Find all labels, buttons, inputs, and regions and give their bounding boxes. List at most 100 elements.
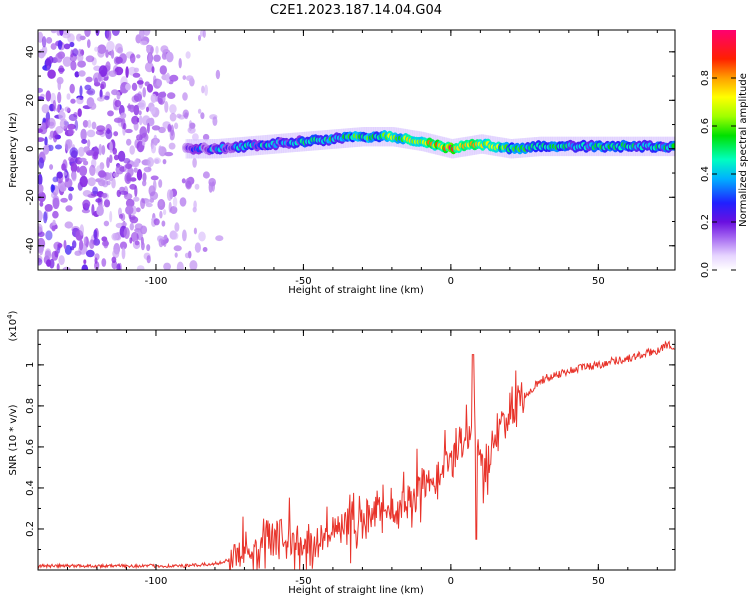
heatmap-cell: [145, 202, 153, 208]
x-tick-label: 50: [592, 576, 605, 587]
heatmap-cell: [85, 76, 93, 83]
heatmap-cell: [52, 197, 60, 209]
heatmap-cell: [56, 76, 64, 85]
snr-series-line: [38, 340, 675, 570]
heatmap-cell: [135, 158, 140, 166]
heatmap-cell: [193, 227, 197, 235]
heatmap-cell: [161, 220, 166, 227]
heatmap-cell: [156, 79, 163, 87]
heatmap-cell: [41, 104, 50, 114]
heatmap-cell: [104, 95, 110, 101]
heatmap-cell: [38, 173, 43, 186]
heatmap-cell: [58, 111, 66, 121]
heatmap-cell: [201, 85, 205, 94]
heatmap-cell: [81, 208, 90, 214]
heatmap-cell: [52, 176, 59, 183]
heatmap-cell: [87, 88, 96, 96]
heatmap-cell: [161, 52, 168, 60]
x-tick-label: -50: [295, 276, 311, 287]
heatmap-cell: [74, 119, 79, 131]
heatmap-cell: [77, 53, 84, 62]
heatmap-cell: [198, 231, 206, 242]
heatmap-cell: [158, 179, 163, 188]
heatmap-cell: [95, 30, 100, 37]
heatmap-cell: [136, 265, 145, 270]
heatmap-cell: [58, 65, 64, 74]
heatmap-cell: [52, 100, 57, 112]
snr-panel: -100 -50 0 50 0.2 0.4 0.6 0.8 1 Height of straig…: [6, 310, 676, 596]
heatmap-cell: [89, 239, 95, 250]
heatmap-cell: [95, 198, 102, 203]
colorbar-axes: 0.0 0.2 0.4 0.6 0.8: [700, 70, 736, 278]
heatmap-cell: [169, 135, 175, 141]
heatmap-cell: [101, 193, 108, 198]
heatmap-cell: [56, 171, 63, 179]
heatmap-cell: [125, 198, 135, 208]
heatmap-cell: [178, 58, 182, 69]
heatmap-cell: [158, 200, 163, 207]
heatmap-cell: [134, 240, 140, 246]
heatmap-cell: [671, 143, 675, 149]
heatmap-cell: [99, 89, 103, 99]
heatmap-cell: [176, 261, 184, 270]
heatmap-cell: [152, 179, 157, 192]
spectrogram-ylabel: Frequency (Hz): [8, 112, 19, 188]
heatmap-cell: [168, 142, 176, 150]
heatmap-cell: [81, 139, 88, 144]
heatmap-cell: [149, 197, 155, 203]
heatmap-cell: [38, 184, 44, 194]
heatmap-cell: [54, 250, 59, 258]
heatmap-cell: [143, 30, 151, 36]
heatmap-cell: [67, 33, 75, 43]
x-tick-label: 0: [448, 276, 454, 287]
heatmap-cell: [59, 30, 64, 36]
heatmap-cell: [136, 54, 141, 59]
heatmap-cell: [125, 66, 129, 78]
x-tick-label: 50: [592, 276, 605, 287]
heatmap-cell: [86, 97, 95, 108]
heatmap-cell: [93, 229, 98, 240]
heatmap-cell: [87, 139, 91, 148]
heatmap-cell: [38, 87, 43, 93]
heatmap-cell: [70, 98, 76, 104]
heatmap-cell: [103, 199, 111, 208]
heatmap-cell: [119, 190, 129, 195]
heatmap-cell: [113, 117, 123, 123]
y-tick-label: 0: [25, 146, 36, 152]
heatmap-cell: [109, 210, 113, 223]
heatmap-cell: [151, 66, 155, 74]
colorbar: 0.0 0.2 0.4 0.6 0.8 Normalized spectral ampl…: [700, 30, 749, 278]
heatmap-cell: [109, 154, 113, 164]
heatmap-cell: [38, 245, 44, 253]
heatmap-cell: [133, 67, 139, 73]
heatmap-cell: [105, 129, 113, 140]
heatmap-cell: [204, 84, 209, 97]
heatmap-cell: [86, 129, 96, 138]
heatmap-cell: [146, 244, 151, 252]
heatmap-cell: [57, 104, 61, 113]
colorbar-tick-label: 0.4: [700, 166, 711, 182]
heatmap-cell: [111, 89, 119, 96]
heatmap-cell: [82, 190, 92, 197]
heatmap-cell: [125, 163, 133, 169]
heatmap-cell: [70, 60, 77, 71]
heatmap-cell: [120, 112, 127, 119]
heatmap-cell: [107, 110, 114, 117]
heatmap-cell: [163, 262, 171, 270]
x-tick-label: -100: [145, 576, 168, 587]
heatmap-cell: [150, 93, 157, 104]
heatmap-cell: [38, 128, 43, 133]
heatmap-cell: [70, 162, 78, 173]
colorbar-gradient: [712, 30, 736, 270]
heatmap-cell: [100, 83, 105, 90]
heatmap-cell: [52, 219, 56, 227]
y-tick-label: 0.8: [25, 398, 36, 414]
heatmap-cell: [194, 242, 201, 253]
heatmap-cell: [57, 91, 62, 104]
heatmap-cell: [62, 266, 71, 270]
heatmap-cell: [140, 40, 148, 46]
heatmap-cell: [63, 43, 71, 50]
heatmap-cell: [44, 136, 48, 147]
heatmap-cell: [138, 110, 142, 116]
heatmap-cell: [169, 104, 177, 114]
